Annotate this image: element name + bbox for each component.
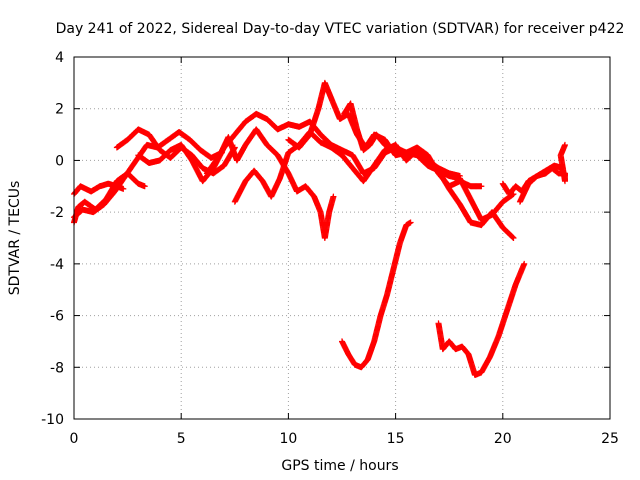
data-point [521, 260, 528, 267]
series-track-9 [341, 100, 463, 179]
x-tick-label: 0 [70, 431, 79, 447]
data-point [407, 219, 414, 226]
x-tick-label: 5 [177, 431, 186, 447]
plot-frame [73, 56, 611, 420]
data-point [141, 183, 148, 190]
data-point [510, 235, 517, 241]
axis-ticks [73, 56, 611, 420]
series-track-12 [339, 219, 414, 371]
data-point [509, 234, 516, 241]
data-point [330, 193, 337, 200]
data-points [71, 79, 568, 379]
data-point [509, 233, 516, 240]
y-axis-label: SDTVAR / TECUs [7, 181, 23, 296]
y-tick-label: 0 [55, 153, 64, 169]
y-tick-label: -6 [50, 309, 64, 325]
data-point [456, 172, 463, 179]
data-point [478, 183, 485, 190]
x-tick-label: 15 [387, 431, 405, 447]
series-track-13 [435, 260, 528, 379]
y-tick-label: -4 [50, 257, 64, 273]
grid [74, 57, 610, 419]
data-point [120, 185, 127, 192]
x-tick-label: 25 [601, 431, 619, 447]
series-track-7 [203, 126, 337, 241]
x-axis-label: GPS time / hours [281, 458, 398, 474]
y-tick-label: 4 [55, 50, 64, 66]
x-tick-label: 20 [494, 431, 512, 447]
data-point [559, 165, 566, 172]
y-tick-label: -2 [50, 205, 64, 221]
y-tick-label: -8 [50, 360, 64, 376]
y-tick-label: 2 [55, 102, 64, 118]
axis-tick-labels: 0 5 10 15 20 25 -10 -8 -6 -4 -2 0 2 4 [41, 50, 619, 447]
x-tick-label: 10 [279, 431, 297, 447]
chart-title: Day 241 of 2022, Sidereal Day-to-day VTE… [56, 21, 625, 37]
y-tick-label: -10 [41, 412, 64, 428]
series-track-5 [135, 110, 485, 190]
data-point [561, 141, 568, 148]
series-track-11 [516, 162, 566, 205]
